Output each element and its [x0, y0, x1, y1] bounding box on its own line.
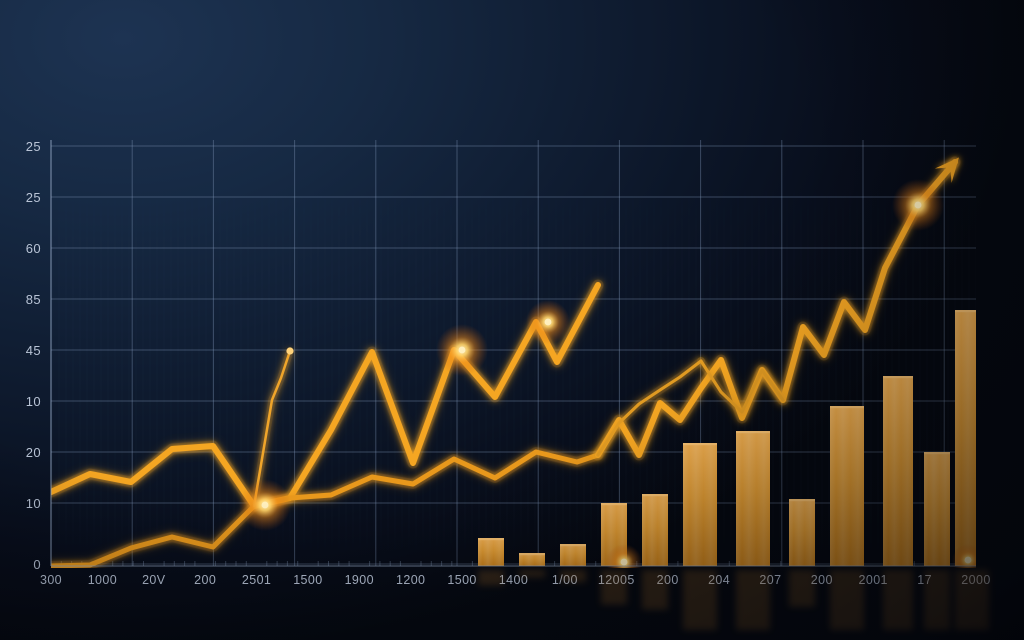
- bar-reflection: [883, 570, 913, 630]
- glow-node-baseline-right-core: [964, 556, 972, 564]
- y-tick-label: 25: [26, 139, 41, 154]
- bar-highlight-cap: [924, 452, 950, 455]
- y-tick-label: 85: [26, 292, 41, 307]
- line-end-dot: [286, 347, 294, 355]
- bar-highlight-cap: [830, 406, 864, 409]
- bar-reflection: [560, 570, 586, 583]
- x-tick-label: 2501: [242, 573, 271, 587]
- bar-reflection: [519, 570, 545, 578]
- bar-stripe-overlay: [736, 431, 770, 566]
- bar-highlight-cap: [642, 494, 668, 497]
- y-tick-label: 10: [26, 496, 41, 511]
- bar-reflection: [642, 570, 668, 610]
- bar-reflection: [601, 570, 627, 605]
- bar-stripe-overlay: [924, 452, 950, 566]
- bar-highlight-cap: [560, 544, 586, 547]
- y-tick-label: 45: [26, 343, 41, 358]
- line-halo: [51, 279, 604, 512]
- trend-line-primary-growth-line[interactable]: [51, 282, 601, 509]
- bar-reflection: [955, 570, 989, 630]
- bar-highlight-cap: [955, 310, 976, 313]
- bar-highlight-cap: [519, 553, 545, 556]
- bar-highlight-cap: [683, 443, 717, 446]
- x-tick-label: 1500: [293, 573, 322, 587]
- x-tick-label: 1900: [345, 573, 374, 587]
- glow-node-baseline-core: [620, 558, 628, 566]
- bar-highlight-cap: [601, 503, 627, 506]
- y-tick-label: 10: [26, 394, 41, 409]
- bar-highlight-cap: [478, 538, 504, 541]
- bar-stripe-overlay: [955, 310, 976, 566]
- bar-reflection: [683, 570, 717, 630]
- x-tick-label: 1500: [447, 573, 476, 587]
- bar-stripe-overlay: [883, 376, 913, 566]
- bar-stripe-overlay: [560, 544, 586, 566]
- y-tick-label: 60: [26, 241, 41, 256]
- x-tick-label: 1200: [396, 573, 425, 587]
- y-tick-label: 20: [26, 445, 41, 460]
- x-tick-label: 20V: [142, 573, 166, 587]
- y-tick-label: 25: [26, 190, 41, 205]
- glow-node-mid-core: [458, 346, 466, 354]
- bar-reflection: [789, 570, 815, 607]
- glow-node-mid-right-core: [544, 318, 552, 326]
- bar-stripe-overlay: [830, 406, 864, 566]
- x-tick-label: 1000: [88, 573, 117, 587]
- bar-stripe-overlay: [683, 443, 717, 566]
- x-tick-label: 300: [40, 573, 62, 587]
- bar-stripe-overlay: [789, 499, 815, 566]
- glow-node-upper-right-core: [914, 201, 922, 209]
- trend-lines-layer: [51, 156, 961, 568]
- bar-stripe-overlay: [642, 494, 668, 566]
- y-tick-label: 0: [33, 557, 41, 572]
- glow-node-left-core: [261, 501, 269, 509]
- bar-highlight-cap: [883, 376, 913, 379]
- x-tick-label: 200: [194, 573, 216, 587]
- bar-reflection: [924, 570, 950, 630]
- bar-stripe-overlay: [478, 538, 504, 566]
- bar-highlight-cap: [789, 499, 815, 502]
- bar-reflection: [478, 570, 504, 586]
- bar-highlight-cap: [736, 431, 770, 434]
- bar-reflection: [830, 570, 864, 630]
- y-axis-tick-labels: 25 25 60 85 45 10 20 10 0: [26, 139, 41, 572]
- bar-reflection: [736, 570, 770, 630]
